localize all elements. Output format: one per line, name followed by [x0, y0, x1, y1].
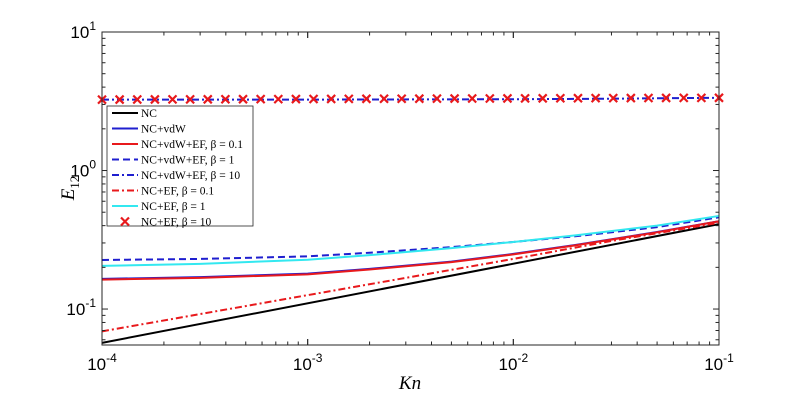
data-point	[590, 93, 601, 103]
legend-label: NC+EF, β = 10	[141, 217, 212, 229]
axes-box	[101, 31, 720, 346]
data-point	[573, 93, 583, 103]
data-point	[273, 94, 284, 104]
legend-label: NC+vdW+EF, β = 0.1	[141, 139, 243, 151]
y-tick-label: 101	[70, 19, 96, 42]
data-point	[555, 93, 566, 104]
data-point	[114, 94, 125, 105]
legend-entry: NC+EF, β = 1	[112, 201, 206, 213]
legend-entry: NC	[112, 108, 157, 120]
legend-entry: NC+vdW+EF, β = 10	[112, 170, 240, 182]
data-point	[520, 93, 530, 104]
series-1	[101, 223, 720, 344]
data-point	[449, 93, 460, 104]
data-point	[344, 94, 354, 104]
series-6	[101, 221, 720, 333]
data-point	[485, 93, 495, 104]
data-point	[661, 93, 671, 103]
legend-label: NC+vdW+EF, β = 1	[141, 155, 235, 167]
y-axis-label-main: E	[58, 188, 79, 201]
data-point	[202, 94, 213, 105]
series-line	[101, 223, 720, 344]
y-axis-label-sub: 12	[67, 176, 82, 189]
data-point	[414, 93, 425, 104]
x-axis-label: Kn	[398, 373, 421, 394]
data-point	[238, 94, 248, 104]
series-line	[101, 216, 720, 261]
x-tick-label: 10-3	[293, 351, 323, 374]
legend: NC NC+vdW NC+vdW+EF, β = 0.1 NC+vdW+EF, β =…	[106, 105, 254, 229]
legend-label: NC+vdW	[141, 124, 186, 136]
series-line	[101, 220, 720, 281]
y-axis-label: E12	[58, 176, 82, 202]
series-8	[97, 93, 724, 105]
legend-marker	[120, 216, 130, 227]
legend-label: NC+EF, β = 0.1	[141, 186, 214, 198]
data-point	[185, 94, 195, 105]
data-point	[132, 94, 143, 105]
y-tick-label: 10-1	[66, 296, 96, 319]
legend-entry: NC+vdW	[112, 124, 186, 136]
series-line	[101, 221, 720, 333]
series-layer	[97, 93, 724, 344]
legend-entries: NC NC+vdW NC+vdW+EF, β = 0.1 NC+vdW+EF, β =…	[112, 108, 243, 229]
series-7	[101, 214, 720, 267]
legend-label: NC+EF, β = 1	[141, 201, 206, 213]
data-point	[326, 94, 336, 104]
legend-label: NC	[141, 108, 157, 120]
data-point	[608, 93, 619, 103]
data-point	[255, 94, 266, 104]
data-point	[361, 94, 372, 104]
tick-label-layer: 10-4 10-3 10-2 10-1 10-1 100 101	[66, 19, 734, 374]
x-tick-label: 10-1	[704, 351, 734, 374]
data-point	[432, 93, 442, 104]
y-tick-label: 100	[70, 158, 96, 181]
data-point	[696, 93, 707, 103]
data-point	[537, 93, 548, 104]
x-tick-label: 10-4	[87, 351, 117, 374]
data-point	[379, 94, 389, 104]
data-point	[626, 93, 636, 103]
series-4	[101, 216, 720, 261]
tick-layer	[101, 31, 720, 345]
legend-entry: NC+EF, β = 10	[120, 216, 212, 229]
series-line	[101, 214, 720, 267]
data-point	[678, 93, 689, 103]
data-point	[643, 93, 654, 103]
data-point	[150, 94, 160, 105]
legend-entry: NC+vdW+EF, β = 1	[112, 155, 235, 167]
data-point	[167, 94, 178, 105]
data-point	[502, 93, 513, 104]
series-3	[101, 220, 720, 281]
x-tick-label: 10-2	[499, 351, 529, 374]
data-point	[220, 94, 231, 105]
data-point	[467, 93, 477, 104]
data-point	[291, 94, 301, 104]
legend-entry: NC+EF, β = 0.1	[112, 186, 214, 198]
legend-label: NC+vdW+EF, β = 10	[141, 170, 240, 182]
data-point	[396, 93, 407, 104]
data-point	[308, 94, 319, 104]
legend-entry: NC+vdW+EF, β = 0.1	[112, 139, 243, 151]
